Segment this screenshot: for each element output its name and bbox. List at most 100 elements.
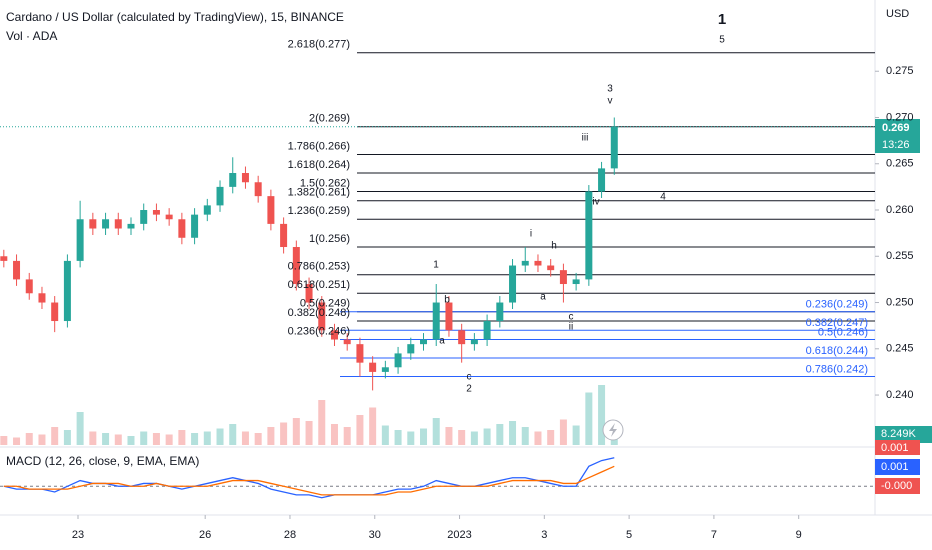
candle-body (483, 321, 491, 340)
volume-bar (305, 421, 313, 445)
macd-badge-bg (875, 478, 920, 494)
candle-body (445, 302, 453, 331)
y-tick-label: 0.260 (886, 204, 914, 216)
wave-label: i (530, 229, 532, 240)
volume-bar (572, 425, 580, 445)
candle-body (420, 339, 428, 345)
volume-bar (330, 424, 338, 445)
wave-label: 1 (433, 260, 439, 271)
candle-body (38, 293, 46, 303)
volume-bar (102, 433, 110, 445)
candle-body (0, 256, 8, 261)
wave-label: a (439, 336, 445, 347)
candle-body (241, 173, 249, 183)
candle-body (521, 260, 529, 266)
wave-label: 5 (719, 35, 725, 46)
candle-body (509, 265, 517, 303)
volume-bar (0, 436, 8, 445)
volume-bar (63, 430, 71, 445)
macd-badge: -0.000 (881, 480, 912, 492)
volume-bar (216, 428, 224, 445)
volume-bar (394, 430, 402, 445)
fib-label: 1.786(0.266) (288, 140, 350, 152)
fib-label: 0.786(0.242) (806, 363, 868, 375)
price-badge-bg (875, 119, 920, 136)
fib-label: 2(0.269) (309, 113, 350, 125)
alert-icon-bolt (609, 423, 617, 437)
wave-label: 4 (660, 192, 666, 203)
candle-body (267, 196, 275, 224)
candle-body (89, 219, 97, 229)
volume-bar (89, 431, 97, 445)
volume-bar (420, 428, 428, 445)
x-tick-label: 30 (369, 529, 381, 541)
candle-body (102, 219, 110, 229)
volume-bar (165, 434, 173, 445)
volume-bar (559, 419, 567, 445)
volume-badge-bg (875, 426, 932, 443)
candle-body (381, 367, 389, 372)
wave-label: c (569, 312, 574, 323)
volume-bar (445, 427, 453, 445)
x-tick-label: 28 (284, 529, 296, 541)
x-tick-label: 9 (796, 529, 802, 541)
wave-label: a (540, 292, 546, 303)
candle-body (280, 223, 288, 248)
volume-bar (356, 415, 364, 445)
x-tick-label: 23 (72, 529, 84, 541)
volume-bar (267, 427, 275, 445)
candle-body (394, 353, 402, 368)
fib-label: 0.236(0.246) (288, 325, 350, 337)
fib-label: 2.618(0.277) (288, 39, 350, 51)
volume-bar (229, 424, 237, 445)
candle-body (76, 219, 84, 261)
candle-body (191, 214, 199, 238)
candle-body (559, 270, 567, 285)
volume-bar (292, 418, 300, 445)
fib-label: 1.382(0.261) (288, 187, 350, 199)
fib-label: 0.618(0.244) (806, 345, 868, 357)
candle-body (598, 168, 606, 192)
fib-label: 0.236(0.249) (806, 299, 868, 311)
volume-bar (470, 431, 478, 445)
price-badge: 0.269 (882, 122, 910, 134)
wave-label: iii (582, 133, 589, 144)
candle-body (534, 260, 542, 266)
volume-badge: 8.249K (881, 428, 917, 440)
candle-body (407, 344, 415, 354)
volume-bar (152, 433, 160, 445)
fib-label: 1.618(0.264) (288, 159, 350, 171)
volume-bar (114, 434, 122, 445)
wave-label: 1 (718, 11, 726, 28)
volume-bar (127, 436, 135, 445)
candle-body (292, 247, 300, 285)
y-tick-label: 0.245 (886, 343, 914, 355)
volume-bar (598, 385, 606, 445)
y-tick-label: 0.275 (886, 65, 914, 77)
volume-bar (432, 418, 440, 445)
macd-title: MACD (12, 26, close, 9, EMA, EMA) (6, 454, 199, 468)
candle-body (458, 330, 466, 345)
y-tick-label: 0.270 (886, 111, 914, 123)
volume-bar (381, 425, 389, 445)
x-tick-label: 26 (199, 529, 211, 541)
candle-body (51, 302, 59, 322)
volume-bar (38, 434, 46, 445)
volume-bar (203, 431, 211, 445)
candle-body (496, 302, 504, 322)
candle-body (229, 173, 237, 187)
macd-signal (3, 465, 615, 496)
fib-label: 0.786(0.253) (288, 261, 350, 273)
x-tick-label: 5 (626, 529, 632, 541)
volume-bar (547, 430, 555, 445)
candle-body (547, 265, 555, 271)
volume-bar (254, 433, 262, 445)
y-tick-label: 0.255 (886, 250, 914, 262)
fib-label: 1(0.256) (309, 233, 350, 245)
volume-bar (483, 428, 491, 445)
macd-badge-bg (875, 459, 920, 475)
macd-badge: 0.001 (881, 461, 909, 473)
candle-body (63, 260, 71, 322)
candle-body (25, 279, 33, 294)
